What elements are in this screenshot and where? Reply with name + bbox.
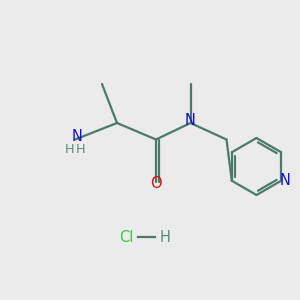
Text: O: O — [150, 176, 162, 190]
Text: H: H — [65, 142, 74, 156]
Text: N: N — [72, 129, 83, 144]
Text: H: H — [160, 230, 170, 244]
Text: H: H — [76, 142, 85, 156]
Text: N: N — [279, 173, 290, 188]
Text: Cl: Cl — [119, 230, 133, 244]
Text: N: N — [185, 113, 196, 128]
